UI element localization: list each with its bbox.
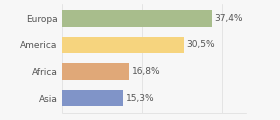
Bar xyxy=(62,10,212,27)
Bar xyxy=(62,90,123,106)
Text: 30,5%: 30,5% xyxy=(186,40,215,49)
Bar xyxy=(62,37,184,53)
Bar xyxy=(62,63,129,80)
Text: 16,8%: 16,8% xyxy=(132,67,160,76)
Text: 15,3%: 15,3% xyxy=(125,94,154,103)
Text: 37,4%: 37,4% xyxy=(214,14,243,23)
